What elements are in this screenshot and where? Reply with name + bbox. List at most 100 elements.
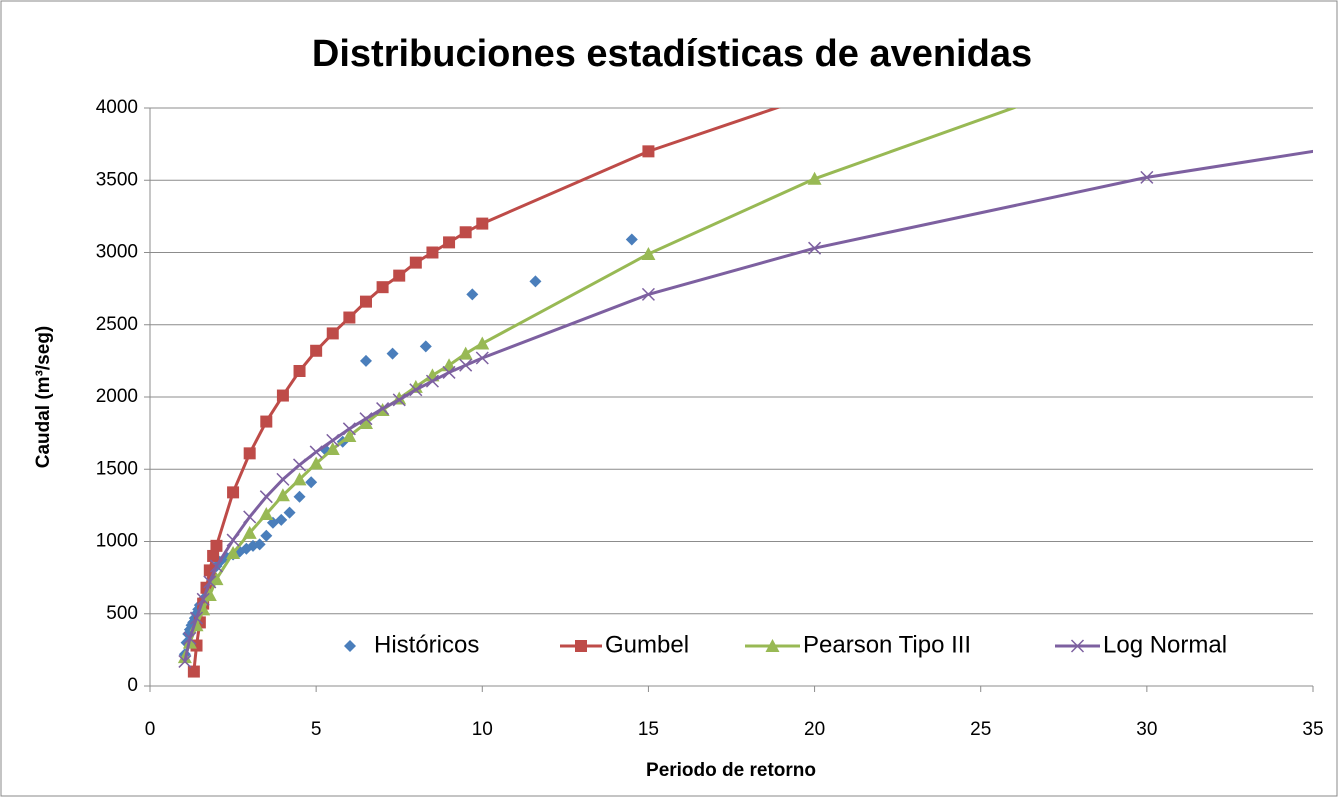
point <box>226 533 240 547</box>
point <box>310 344 323 357</box>
point <box>259 490 273 504</box>
legend-label: Gumbel <box>605 631 689 658</box>
point <box>359 295 372 308</box>
point <box>260 415 273 428</box>
point <box>808 241 822 255</box>
x-tick-label: 25 <box>970 719 991 740</box>
point <box>1140 170 1154 184</box>
y-tick-label: 0 <box>127 675 138 696</box>
point <box>293 364 306 377</box>
point <box>183 631 197 645</box>
point <box>292 458 307 472</box>
point <box>276 389 289 402</box>
point <box>207 549 220 562</box>
point <box>189 611 204 625</box>
point <box>196 592 210 606</box>
y-axis-label: Caudal (m³/seg) <box>33 326 54 469</box>
point <box>642 145 655 158</box>
point <box>275 513 288 526</box>
point <box>259 507 274 521</box>
point <box>426 246 439 259</box>
point <box>242 525 257 539</box>
point <box>376 281 389 294</box>
point <box>275 488 290 502</box>
point <box>202 587 217 601</box>
point <box>293 490 306 503</box>
point <box>443 236 456 249</box>
grid: 0 500 1000 1500 2000 2500 3000 3500 4000 0 5 10 15 20… <box>96 97 1324 740</box>
point <box>459 226 472 239</box>
series-line <box>183 149 1313 662</box>
point <box>226 546 241 560</box>
x-tick-label: 0 <box>145 719 156 740</box>
plot-area <box>177 108 1313 678</box>
point <box>386 347 399 360</box>
y-tick-label: 2000 <box>96 386 138 407</box>
point <box>442 365 456 379</box>
point <box>458 346 473 360</box>
point <box>475 336 490 350</box>
legend-marker <box>344 640 356 652</box>
point <box>326 433 340 447</box>
point <box>309 445 323 459</box>
point <box>342 429 357 443</box>
y-tick-label: 500 <box>106 603 138 624</box>
point <box>283 506 296 519</box>
point <box>209 559 223 573</box>
y-tick-label: 2500 <box>96 314 138 335</box>
x-tick-label: 5 <box>311 719 322 740</box>
point <box>359 412 373 426</box>
point <box>305 476 318 489</box>
point <box>409 256 422 269</box>
point <box>342 422 356 436</box>
y-tick-label: 4000 <box>96 97 138 118</box>
point <box>253 538 266 551</box>
point <box>475 351 489 365</box>
point <box>276 472 290 486</box>
point <box>187 665 200 678</box>
point <box>358 416 373 430</box>
legend-marker <box>765 639 780 652</box>
point <box>392 393 406 407</box>
legend-label: Históricos <box>374 631 479 658</box>
y-tick-label: 1500 <box>96 458 138 479</box>
point <box>325 442 340 456</box>
point <box>641 246 656 260</box>
point <box>419 340 432 353</box>
x-tick-label: 15 <box>638 719 659 740</box>
y-tick-label: 3500 <box>96 169 138 190</box>
y-tick-label: 1000 <box>96 531 138 552</box>
point <box>326 327 339 340</box>
x-tick-label: 35 <box>1302 719 1323 740</box>
point <box>425 374 439 388</box>
point <box>459 358 473 372</box>
point <box>376 402 390 416</box>
legend-label: Log Normal <box>1103 631 1227 658</box>
point <box>178 654 192 668</box>
point <box>393 269 406 282</box>
chart-title: Distribuciones estadísticas de avenidas <box>312 33 1032 75</box>
y-tick-label: 3000 <box>96 242 138 263</box>
x-axis-label: Periodo de retorno <box>646 760 816 781</box>
point <box>343 311 356 324</box>
point <box>466 288 479 301</box>
point <box>210 539 223 552</box>
point <box>209 572 224 586</box>
point <box>243 447 256 460</box>
point <box>476 217 489 230</box>
point <box>203 575 217 589</box>
point <box>409 383 423 397</box>
point <box>292 472 307 486</box>
point <box>641 287 655 301</box>
point <box>625 233 638 246</box>
x-tick-label: 20 <box>804 719 825 740</box>
legend-label: Pearson Tipo III <box>803 631 971 658</box>
x-tick-label: 30 <box>1136 719 1157 740</box>
legend-marker <box>1070 639 1085 653</box>
point <box>807 171 822 185</box>
point <box>359 354 372 367</box>
point <box>227 486 240 499</box>
point <box>309 456 324 470</box>
